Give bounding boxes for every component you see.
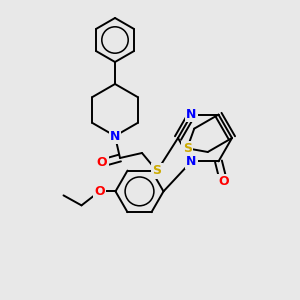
Text: N: N [186, 108, 197, 121]
Text: N: N [186, 155, 197, 168]
Text: O: O [218, 175, 229, 188]
Text: N: N [110, 130, 120, 142]
Text: O: O [97, 157, 107, 169]
Text: S: S [152, 164, 161, 178]
Text: O: O [94, 185, 105, 198]
Text: S: S [183, 142, 192, 155]
